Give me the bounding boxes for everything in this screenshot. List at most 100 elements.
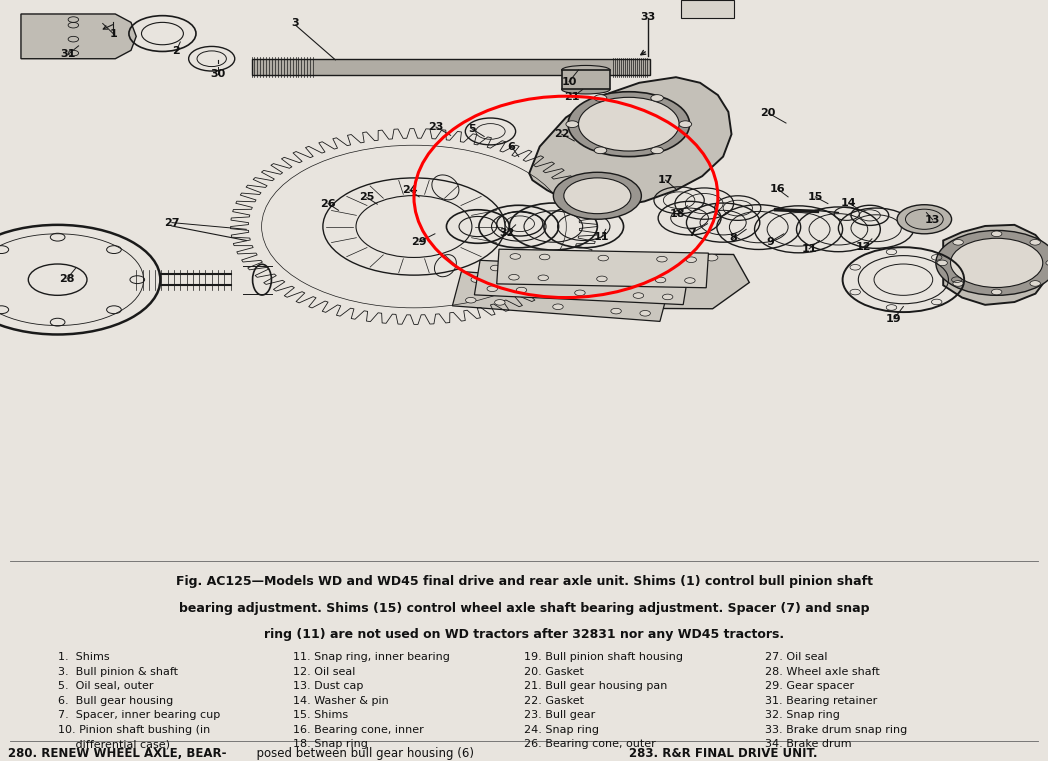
Text: 27. Oil seal: 27. Oil seal: [765, 652, 828, 662]
Circle shape: [636, 272, 647, 278]
Circle shape: [465, 298, 476, 303]
Circle shape: [540, 254, 550, 260]
Circle shape: [529, 252, 542, 259]
Circle shape: [617, 253, 630, 260]
Circle shape: [520, 266, 530, 272]
Circle shape: [490, 266, 501, 271]
Circle shape: [646, 290, 656, 295]
Polygon shape: [453, 272, 669, 321]
Text: 31. Bearing retainer: 31. Bearing retainer: [765, 696, 877, 705]
Circle shape: [559, 283, 569, 289]
Text: 15. Shims: 15. Shims: [293, 710, 349, 720]
Circle shape: [508, 275, 519, 280]
Text: 28. Wheel axle shaft: 28. Wheel axle shaft: [765, 667, 879, 677]
Text: 29: 29: [412, 237, 427, 247]
Circle shape: [662, 294, 673, 300]
Circle shape: [1030, 240, 1041, 245]
Circle shape: [633, 293, 643, 298]
Polygon shape: [21, 14, 136, 59]
Circle shape: [655, 277, 665, 283]
Circle shape: [495, 300, 505, 305]
Circle shape: [953, 281, 963, 286]
Circle shape: [953, 240, 963, 245]
Text: 12: 12: [856, 242, 871, 252]
Text: 6: 6: [507, 142, 516, 151]
Circle shape: [553, 172, 641, 219]
Circle shape: [538, 275, 548, 281]
Text: 21. Bull gear housing pan: 21. Bull gear housing pan: [524, 681, 668, 691]
Polygon shape: [529, 77, 732, 208]
Text: 6.  Bull gear housing: 6. Bull gear housing: [58, 696, 173, 705]
Circle shape: [665, 273, 676, 279]
Text: 14: 14: [842, 198, 856, 208]
Text: 31: 31: [61, 49, 75, 59]
Circle shape: [517, 288, 527, 293]
Circle shape: [651, 147, 663, 154]
Text: 13. Dust cap: 13. Dust cap: [293, 681, 364, 691]
Circle shape: [578, 269, 589, 275]
Circle shape: [564, 178, 631, 214]
Circle shape: [471, 277, 481, 282]
Text: 11. Snap ring, inner bearing: 11. Snap ring, inner bearing: [293, 652, 451, 662]
Circle shape: [568, 92, 690, 157]
Text: 16. Bearing cone, inner: 16. Bearing cone, inner: [293, 724, 424, 734]
Text: 1.  Shims: 1. Shims: [58, 652, 109, 662]
Circle shape: [647, 253, 659, 260]
Circle shape: [686, 257, 697, 263]
Text: 3.  Bull pinion & shaft: 3. Bull pinion & shaft: [58, 667, 178, 677]
Text: posed between bull gear housing (6): posed between bull gear housing (6): [249, 747, 475, 760]
Text: 11: 11: [802, 244, 816, 254]
Circle shape: [611, 308, 621, 314]
Text: 9: 9: [766, 237, 774, 247]
Text: 17: 17: [658, 175, 673, 185]
Text: 26. Bearing cone, outer: 26. Bearing cone, outer: [524, 739, 656, 750]
Text: 19. Bull pinion shaft housing: 19. Bull pinion shaft housing: [524, 652, 683, 662]
Text: ring (11) are not used on WD tractors after 32831 nor any WD45 tractors.: ring (11) are not used on WD tractors af…: [264, 628, 784, 641]
Circle shape: [574, 290, 585, 295]
Text: 28: 28: [60, 273, 74, 284]
Text: 22. Gasket: 22. Gasket: [524, 696, 584, 705]
Text: 26: 26: [321, 199, 335, 209]
Circle shape: [1046, 260, 1048, 266]
Circle shape: [616, 288, 627, 293]
Circle shape: [1030, 281, 1041, 286]
Text: 7.  Spacer, inner bearing cup: 7. Spacer, inner bearing cup: [58, 710, 220, 720]
Text: 280. RENEW WHEEL AXLE, BEAR-: 280. RENEW WHEEL AXLE, BEAR-: [8, 747, 226, 760]
Text: 3: 3: [291, 18, 300, 28]
Circle shape: [657, 256, 668, 262]
Text: 283. R&R FINAL DRIVE UNIT.: 283. R&R FINAL DRIVE UNIT.: [629, 747, 817, 760]
Circle shape: [510, 253, 521, 260]
Ellipse shape: [562, 85, 610, 94]
Text: 29. Gear spacer: 29. Gear spacer: [765, 681, 854, 691]
Text: 11: 11: [594, 232, 609, 242]
Text: 27: 27: [165, 218, 179, 228]
Ellipse shape: [562, 65, 610, 75]
Circle shape: [552, 304, 563, 310]
Text: 10: 10: [562, 77, 576, 87]
Text: 2: 2: [172, 46, 180, 56]
Text: 21: 21: [565, 92, 580, 102]
Circle shape: [937, 260, 947, 266]
Polygon shape: [497, 249, 708, 288]
Circle shape: [588, 253, 601, 260]
Text: 14. Washer & pin: 14. Washer & pin: [293, 696, 389, 705]
Text: 34. Brake drum: 34. Brake drum: [765, 739, 852, 750]
Polygon shape: [487, 252, 749, 309]
Text: 5.  Oil seal, outer: 5. Oil seal, outer: [58, 681, 153, 691]
Circle shape: [596, 276, 607, 282]
Circle shape: [500, 279, 510, 285]
Text: 13: 13: [925, 215, 940, 224]
Text: 10. Pinion shaft bushing (in: 10. Pinion shaft bushing (in: [58, 724, 210, 734]
Text: 23. Bull gear: 23. Bull gear: [524, 710, 595, 720]
Circle shape: [640, 310, 651, 316]
Circle shape: [991, 231, 1002, 237]
Circle shape: [594, 94, 607, 101]
Text: 5: 5: [467, 123, 476, 134]
Circle shape: [705, 254, 718, 261]
Polygon shape: [475, 260, 689, 304]
Text: 32: 32: [500, 228, 515, 237]
Text: 20. Gasket: 20. Gasket: [524, 667, 584, 677]
Circle shape: [936, 231, 1048, 295]
Text: 8: 8: [729, 234, 738, 244]
Circle shape: [684, 278, 695, 283]
